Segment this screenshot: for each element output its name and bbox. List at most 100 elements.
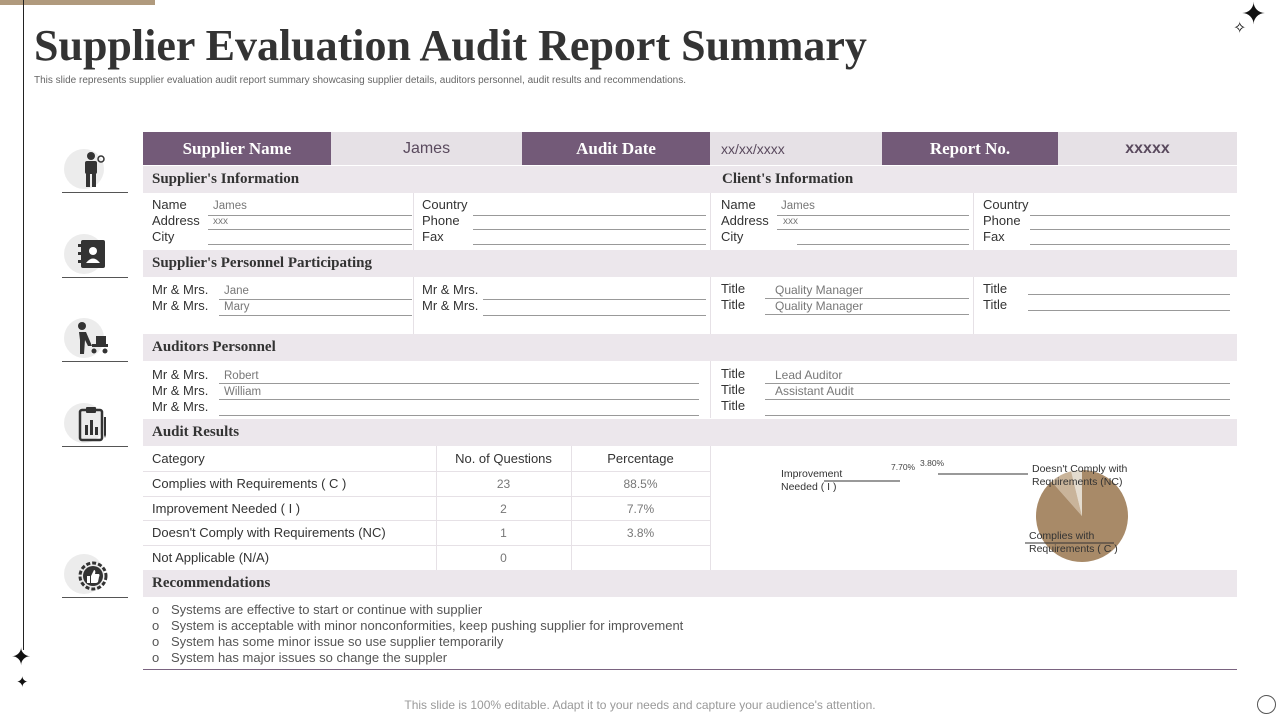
report-no-value: xxxxx: [1058, 132, 1237, 165]
personnel-name-1-underline: [219, 299, 412, 300]
personnel-title-label-3: Title: [983, 281, 1008, 296]
supplier-icon-block: [62, 147, 128, 193]
table-row-questions: 0: [500, 551, 507, 565]
supplier-name-field-label: Name: [152, 197, 187, 212]
page-subtitle: This slide represents supplier evaluatio…: [34, 75, 687, 86]
table-row-category: Complies with Requirements ( C ): [152, 476, 347, 491]
personnel-salutation-4: Mr & Mrs.: [422, 298, 479, 313]
audit-date-label: Audit Date: [522, 132, 710, 165]
bullet-icon: o: [152, 650, 160, 665]
client-country-label: Country: [983, 197, 1029, 212]
recommendation-text: System is acceptable with minor nonconfo…: [171, 618, 684, 633]
person-icon: [85, 152, 105, 187]
supplier-country-label: Country: [422, 197, 468, 212]
sparkle-star-icon: ✦: [11, 643, 32, 671]
auditors-title: Auditors Personnel: [152, 339, 276, 355]
personnel-name-2-underline: [219, 315, 412, 316]
info-divider-right: [973, 193, 974, 250]
personnel-title-label-4: Title: [983, 297, 1008, 312]
clients-info-title: Client's Information: [722, 171, 854, 187]
recommendations-title: Recommendations: [152, 575, 271, 591]
client-address-label: Address: [721, 213, 769, 228]
personnel-name-1: Jane: [224, 285, 249, 297]
recommendation-item: o Systems are effective to start or conti…: [152, 602, 482, 618]
report-icon-block: [62, 401, 128, 447]
personnel-title-1-underline: [765, 298, 969, 299]
pie-callout-improvement-line-2: Needed ( I ): [781, 481, 837, 493]
report-header-row: Supplier Name James Audit Date xx/xx/xxx…: [143, 132, 1237, 165]
personnel-divider-right: [973, 277, 974, 334]
auditor-title-2-underline: [765, 399, 1230, 400]
pie-slice-complies: [1036, 470, 1128, 562]
personnel-title-2-underline: [765, 314, 969, 315]
client-city-label: City: [721, 229, 744, 244]
auditor-title-label-1: Title: [721, 366, 746, 381]
table-header-category: Category: [152, 451, 205, 466]
supplier-city-label: City: [152, 229, 175, 244]
table-col-divider-1: [436, 446, 437, 570]
auditor-title-value-1: Lead Auditor: [775, 368, 843, 382]
client-phone-label: Phone: [983, 213, 1021, 228]
info-section-bar: Supplier's Information Client's Informat…: [143, 166, 1237, 193]
auditor-title-1-underline: [765, 383, 1230, 384]
table-header-questions: No. of Questions: [455, 451, 552, 466]
auditor-salutation-2: Mr & Mrs.: [152, 383, 209, 398]
report-no-label: Report No.: [882, 132, 1058, 165]
client-phone-underline: [1030, 229, 1230, 230]
table-row-percentage: 3.8%: [626, 526, 655, 540]
pie-callout-complies: Complies with Requirements ( C ): [1029, 530, 1118, 556]
supplier-name-field-value: James: [213, 200, 247, 212]
auditors-section-bar: Auditors Personnel: [143, 334, 1237, 361]
supplier-fax-label: Fax: [422, 229, 444, 244]
bullet-icon: o: [152, 634, 160, 649]
contact-book-icon: [78, 240, 105, 268]
page-title: Supplier Evaluation Audit Report Summary: [34, 21, 867, 70]
thumbs-up-badge-icon: [78, 561, 108, 591]
auditor-name-2: William: [224, 386, 262, 398]
table-col-divider-2: [571, 446, 572, 570]
table-col-divider-3: [710, 446, 711, 570]
left-vertical-line: [23, 0, 24, 650]
table-row-questions: 23: [496, 477, 511, 491]
audit-results-title: Audit Results: [152, 424, 240, 440]
auditor-name-3-underline: [219, 415, 699, 416]
personnel-title-value-1: Quality Manager: [775, 283, 864, 297]
client-city-underline: [797, 244, 969, 245]
trolley-worker-icon: [78, 322, 108, 354]
recommendation-item: o System has major issues so change the s…: [152, 650, 447, 666]
personnel-title-3-underline: [1028, 294, 1230, 295]
pie-callout-nc-line-1: Doesn't Comply with: [1032, 463, 1128, 475]
info-divider-center: [710, 193, 711, 250]
table-row-category: Not Applicable (N/A): [152, 550, 270, 565]
client-fax-label: Fax: [983, 229, 1005, 244]
supplier-address-label: Address: [152, 213, 200, 228]
auditor-name-2-underline: [219, 399, 699, 400]
personnel-title-label-2: Title: [721, 297, 746, 312]
audit-date-value: xx/xx/xxxx: [710, 132, 882, 165]
recommendation-item: o System is acceptable with minor nonconf…: [152, 618, 683, 634]
recommendation-item: o System has some minor issue so use supp…: [152, 634, 503, 650]
recommendation-text: System has some minor issue so use suppl…: [171, 634, 504, 649]
auditors-divider-center: [710, 361, 711, 418]
table-row-divider-2: [143, 496, 710, 497]
personnel-salutation-3: Mr & Mrs.: [422, 282, 479, 297]
info-divider-left: [413, 193, 414, 250]
supplier-country-underline: [473, 215, 706, 216]
sparkle-star-outline-icon: ✧: [1233, 18, 1247, 37]
supplier-phone-label: Phone: [422, 213, 460, 228]
supplier-fax-underline: [473, 244, 706, 245]
table-row-divider-3: [143, 520, 710, 521]
pie-callout-improvement: Improvement Needed ( I ): [781, 468, 842, 494]
personnel-salutation-1: Mr & Mrs.: [152, 282, 209, 297]
pie-chart-svg: [824, 470, 1128, 562]
footer-note: This slide is 100% editable. Adapt it to…: [404, 698, 876, 712]
personnel-name-4-underline: [483, 315, 706, 316]
supplier-name-value: James: [331, 132, 522, 165]
client-address-value: xxx: [783, 216, 798, 227]
pie-callout-doesnt-comply: Doesn't Comply with Requirements (NC): [1032, 463, 1127, 489]
bullet-icon: o: [152, 618, 160, 633]
pie-slice-label-nc: 3.80%: [920, 458, 945, 468]
supplier-name-underline: [208, 215, 412, 216]
table-row-percentage: 7.7%: [626, 502, 655, 516]
auditor-salutation-3: Mr & Mrs.: [152, 399, 209, 414]
